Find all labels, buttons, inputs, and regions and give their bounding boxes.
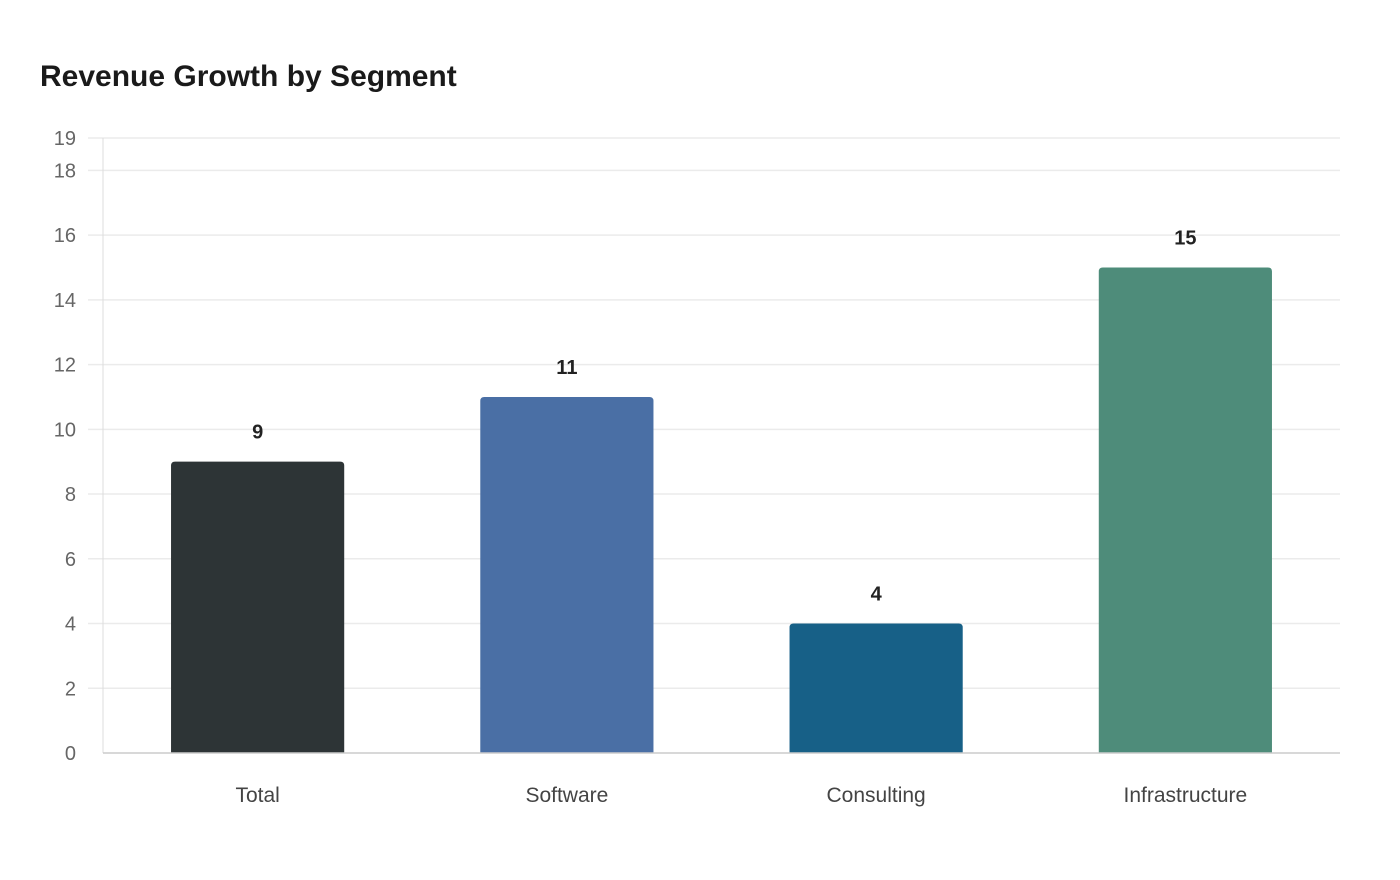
y-tick-label: 2 xyxy=(65,678,76,700)
y-tick-label: 4 xyxy=(65,614,76,636)
bar-infrastructure xyxy=(1098,267,1272,753)
y-tick-label: 14 xyxy=(54,290,76,312)
data-label: 9 xyxy=(252,422,263,444)
bar-total xyxy=(171,461,345,753)
y-tick-label: 19 xyxy=(54,128,76,150)
y-tick-label: 10 xyxy=(54,419,76,441)
data-label: 11 xyxy=(556,357,577,379)
data-label: 4 xyxy=(871,584,883,606)
y-tick-label: 0 xyxy=(65,743,76,765)
y-tick-label: 8 xyxy=(65,484,76,506)
y-tick-label: 6 xyxy=(65,549,76,571)
bar-software xyxy=(480,396,654,753)
y-tick-label: 16 xyxy=(54,225,76,247)
x-tick-label: Software xyxy=(525,784,608,807)
x-tick-label: Consulting xyxy=(827,784,926,807)
x-tick-label: Infrastructure xyxy=(1124,784,1248,807)
data-label: 15 xyxy=(1174,227,1196,249)
y-tick-label: 18 xyxy=(54,160,76,182)
x-tick-label: Total xyxy=(235,784,279,807)
y-tick-label: 12 xyxy=(54,355,76,377)
chart-title: Revenue Growth by Segment xyxy=(40,60,457,93)
bar-consulting xyxy=(789,623,963,753)
